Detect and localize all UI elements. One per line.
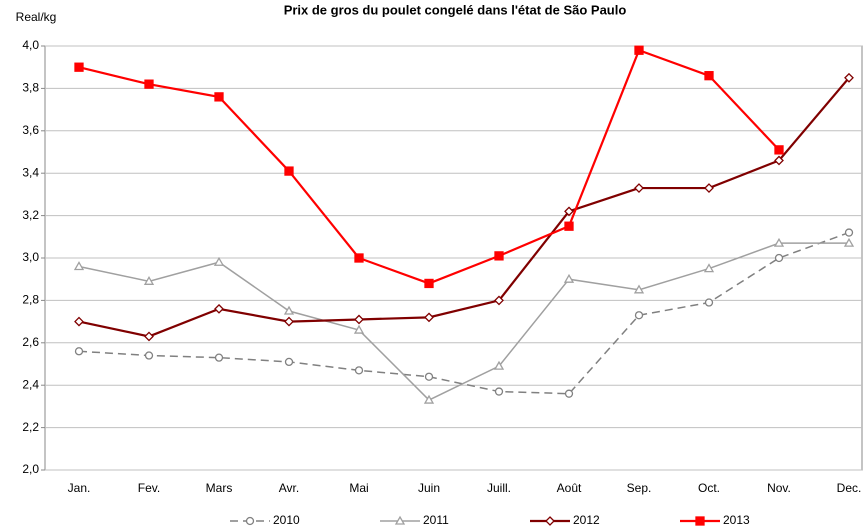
data-point: [283, 305, 295, 315]
data-point: [284, 316, 294, 327]
data-point: [774, 155, 784, 166]
legend-marker: [394, 515, 406, 525]
series-line: [78, 231, 850, 395]
legend-label: 2010: [273, 513, 300, 527]
data-point: [143, 276, 155, 285]
x-tick-label: Nov.: [767, 481, 791, 495]
x-tick-label: Avr.: [279, 481, 299, 495]
data-point: [494, 295, 504, 306]
data-point: [284, 357, 294, 367]
series-line: [78, 48, 780, 285]
data-point: [843, 237, 855, 247]
chart-title: Prix de gros du poulet congelé dans l'ét…: [284, 2, 627, 17]
data-point: [703, 263, 715, 273]
data-point: [214, 353, 224, 362]
data-point: [493, 360, 505, 370]
data-point: [773, 237, 785, 247]
data-point: [704, 183, 714, 193]
data-point: [564, 389, 574, 398]
y-tick-label: 3,6: [22, 123, 39, 137]
data-point: [564, 206, 574, 217]
data-point: [354, 366, 364, 375]
data-point: [494, 387, 504, 396]
y-tick-label: 2,8: [22, 293, 39, 307]
data-point: [354, 314, 364, 325]
data-point: [563, 273, 575, 283]
data-point: [844, 228, 854, 237]
data-point: [634, 45, 644, 55]
y-tick-label: 2,2: [22, 420, 39, 434]
legend-label: 2013: [723, 513, 750, 527]
x-tick-label: Mars: [206, 481, 233, 495]
data-point: [424, 278, 434, 289]
data-point: [634, 183, 644, 193]
legend-marker: [695, 516, 705, 526]
data-point: [74, 316, 84, 327]
data-point: [774, 145, 784, 155]
x-tick-label: Sep.: [627, 481, 652, 495]
data-point: [424, 372, 434, 381]
y-tick-label: 3,2: [22, 208, 39, 222]
data-point: [633, 284, 645, 294]
data-point: [284, 166, 294, 176]
y-tick-label: 4,0: [22, 38, 39, 52]
x-tick-label: Mai: [349, 481, 368, 495]
data-point: [144, 351, 154, 360]
data-point: [844, 72, 854, 83]
x-tick-label: Jan.: [68, 481, 91, 495]
x-tick-label: Juin: [418, 481, 440, 495]
legend-label: 2012: [573, 513, 600, 527]
y-tick-label: 3,4: [22, 165, 39, 179]
x-tick-label: Dec.: [837, 481, 862, 495]
legend-label: 2011: [423, 513, 449, 527]
data-point: [774, 253, 784, 263]
data-point: [144, 79, 154, 89]
data-point: [353, 324, 365, 334]
data-point: [704, 71, 714, 81]
data-point: [634, 311, 644, 320]
y-tick-label: 3,0: [22, 250, 39, 264]
data-point: [424, 312, 434, 323]
data-point: [213, 256, 225, 266]
data-point: [704, 298, 714, 307]
data-point: [423, 394, 435, 404]
x-tick-label: Août: [557, 481, 582, 495]
data-point: [214, 92, 224, 102]
y-tick-label: 2,6: [22, 335, 39, 349]
x-tick-label: Fev.: [138, 481, 160, 495]
data-point: [144, 331, 154, 342]
data-point: [73, 261, 85, 271]
series-line: [78, 77, 850, 338]
legend-marker: [545, 516, 555, 526]
data-point: [74, 62, 84, 72]
x-tick-label: Juill.: [487, 481, 511, 495]
series-line: [78, 242, 849, 401]
data-point: [74, 347, 84, 356]
y-tick-label: 3,8: [22, 81, 39, 95]
legend-marker: [245, 516, 255, 526]
data-point: [214, 303, 224, 314]
y-tick-label: 2,4: [22, 377, 39, 391]
x-tick-label: Oct.: [698, 481, 720, 495]
data-point: [494, 251, 504, 261]
data-point: [564, 221, 574, 231]
y-axis-label: Real/kg: [16, 10, 57, 24]
data-point: [354, 253, 364, 263]
y-tick-label: 2,0: [22, 462, 39, 476]
